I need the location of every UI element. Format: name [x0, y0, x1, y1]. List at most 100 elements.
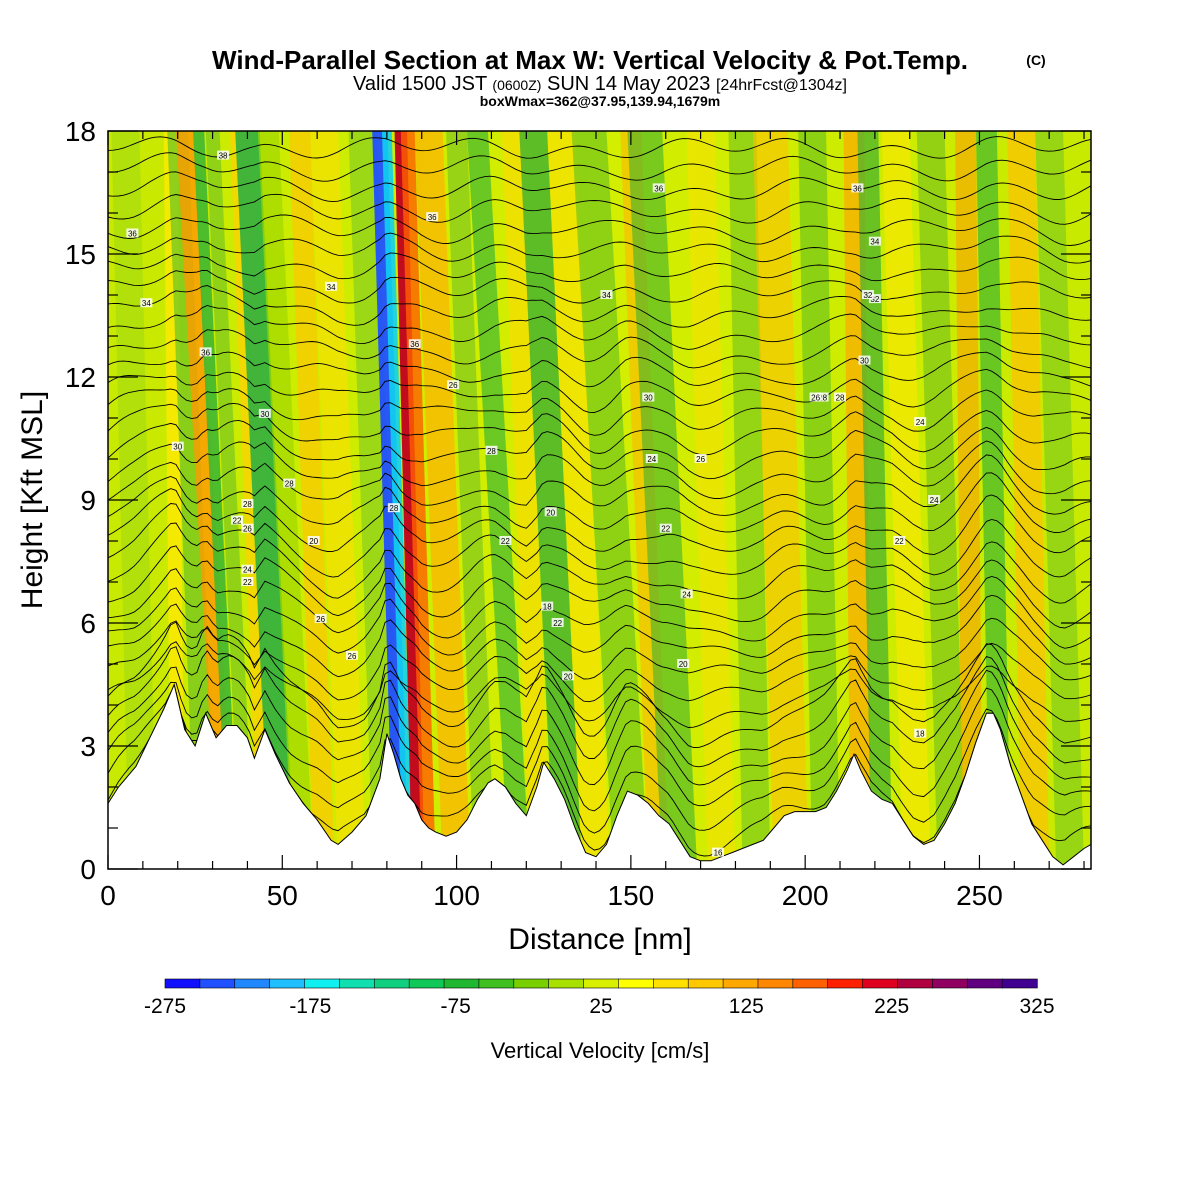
contour-label-text: 26 — [696, 455, 705, 464]
contour-label: 34 — [140, 298, 153, 308]
contour-label-bg — [314, 613, 327, 623]
contour-label: 26 — [314, 613, 327, 624]
contour-label: 24 — [928, 495, 941, 505]
contour-label-bg — [816, 392, 829, 402]
velocity-band — [975, 131, 1011, 869]
contour-label-text: 26 — [449, 381, 458, 390]
colorbar-swatch — [199, 978, 236, 989]
contour-label: 26 — [694, 454, 707, 464]
contour-label-text: 36 — [654, 184, 663, 193]
contour-label-bg — [241, 523, 254, 533]
contour-label-bg — [834, 392, 847, 402]
contour-label: 22 — [551, 618, 564, 628]
x-axis-label: Distance [nm] — [508, 923, 691, 956]
contour-label-text: 28 — [243, 500, 252, 509]
contour-label-text: 28 — [818, 394, 827, 403]
contour-label: 32 — [861, 290, 874, 300]
isentrope-line — [108, 214, 1091, 246]
contour-label: 36 — [408, 339, 421, 349]
colorbar-tick-label: -275 — [144, 995, 186, 1018]
contour-label-text: 20 — [309, 537, 318, 546]
contour-label-text: 30 — [644, 394, 653, 403]
contour-label-text: 26 — [348, 652, 357, 661]
velocity-band — [501, 131, 551, 869]
terrain-silhouette — [108, 682, 1091, 869]
contour-label: 20 — [307, 536, 320, 546]
contour-label-bg — [659, 523, 672, 533]
isentrope-line — [108, 440, 1091, 499]
forecast-info: [24hrFcst@1304z] — [716, 77, 847, 94]
colorbar-swatch — [862, 978, 899, 989]
isentrope-line — [108, 171, 1091, 203]
contour-label-text: 22 — [661, 525, 670, 534]
colorbar-swatch — [513, 978, 550, 989]
contour-label-bg — [307, 536, 320, 545]
contour-label-bg — [868, 236, 881, 246]
valid-date: SUN 14 May 2023 — [547, 73, 710, 95]
contour-label: 34 — [600, 290, 613, 300]
velocity-bands — [111, 131, 1085, 869]
y-axis-label: Height [Kft MSL] — [16, 391, 49, 609]
contour-label-bg — [325, 281, 338, 291]
contour-label: 30 — [258, 408, 271, 419]
y-tick-label: 6 — [80, 608, 96, 639]
contour-label-text: 20 — [546, 508, 555, 517]
isentrope-line — [108, 620, 1091, 703]
contour-label: 36 — [426, 212, 439, 222]
contour-label: 34 — [868, 236, 881, 247]
colorbar-swatch — [304, 978, 341, 989]
contour-label: 20 — [677, 659, 690, 669]
velocity-band — [798, 131, 841, 869]
contour-label-text: 18 — [543, 603, 552, 612]
contour-label-bg — [562, 671, 575, 681]
contour-label-text: 36 — [201, 348, 210, 357]
contour-label: 28 — [834, 392, 847, 403]
velocity-band — [955, 131, 983, 869]
isentrope-line — [108, 545, 1091, 629]
contour-label-text: 22 — [233, 517, 242, 526]
velocity-band — [446, 131, 495, 869]
contour-label: 20 — [544, 507, 557, 517]
velocity-band — [205, 131, 255, 869]
x-tick-labels: 0 50 100 150 200 250 — [100, 880, 1003, 911]
velocity-band — [571, 131, 649, 869]
colorbar-swatch — [966, 978, 1003, 989]
velocity-band — [547, 131, 610, 869]
contour-label-bg — [217, 150, 230, 160]
contour-label-text: 26 — [316, 615, 325, 624]
colorbar-tick-label: 125 — [729, 995, 764, 1018]
isentrope-line — [108, 152, 1091, 182]
isentrope-line — [108, 269, 1091, 304]
contour-label: 24 — [914, 417, 927, 427]
contour-label: 34 — [325, 281, 338, 292]
contour-label-bg — [914, 417, 927, 427]
contour-label-bg — [861, 290, 874, 299]
colorbar-swatch — [792, 978, 829, 989]
contour-label-text: 26 — [811, 394, 820, 403]
isentrope-line — [108, 136, 1091, 159]
chart-subtitle: Valid 1500 JST (0600Z) SUN 14 May 2023 [… — [353, 73, 847, 95]
contour-label-bg — [241, 564, 254, 574]
colorbar-swatch — [618, 978, 655, 989]
colorbar-swatch — [548, 978, 585, 989]
colorbar-swatch — [653, 978, 689, 989]
contour-label-text: 22 — [501, 537, 510, 546]
isentrope-line — [108, 368, 1091, 413]
contour-label-bg — [677, 659, 690, 668]
contour-label-bg — [387, 503, 400, 513]
valid-utc: (0600Z) — [492, 77, 541, 93]
contour-label-bg — [809, 392, 822, 402]
contour-label: 22 — [893, 536, 906, 546]
contour-label-bg — [544, 507, 557, 517]
contour-label: 22 — [230, 515, 243, 526]
contour-label-text: 34 — [327, 283, 336, 292]
y-tick-label: 15 — [65, 239, 96, 270]
x-tick-label: 150 — [608, 880, 655, 911]
contour-label-text: 20 — [679, 660, 688, 669]
velocity-band — [310, 131, 366, 869]
velocity-band — [916, 131, 966, 869]
isentrope-line — [108, 193, 1091, 225]
contour-label: 28 — [485, 445, 498, 456]
